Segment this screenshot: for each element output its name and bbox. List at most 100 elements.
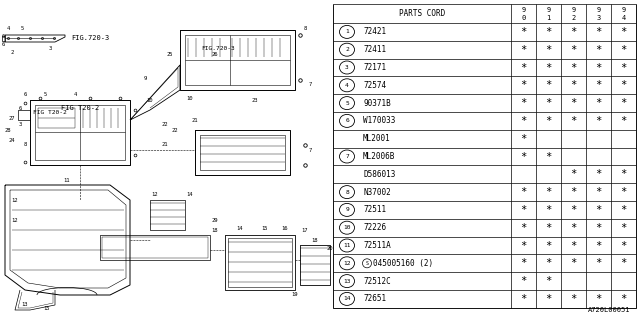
Text: 3: 3 xyxy=(596,15,600,21)
Text: PARTS CORD: PARTS CORD xyxy=(399,9,445,18)
Text: 72411: 72411 xyxy=(363,45,386,54)
Text: 9: 9 xyxy=(621,7,626,13)
Text: 2: 2 xyxy=(572,15,575,21)
Text: *: * xyxy=(545,205,552,215)
Text: *: * xyxy=(520,98,527,108)
Text: 6: 6 xyxy=(1,35,4,39)
Text: *: * xyxy=(595,223,602,233)
Text: *: * xyxy=(595,205,602,215)
Text: *: * xyxy=(545,98,552,108)
Text: *: * xyxy=(520,187,527,197)
Text: *: * xyxy=(570,187,577,197)
Text: *: * xyxy=(520,223,527,233)
Text: *: * xyxy=(620,169,627,179)
Text: *: * xyxy=(520,205,527,215)
Text: *: * xyxy=(570,62,577,73)
Text: 9: 9 xyxy=(596,7,600,13)
Text: 14: 14 xyxy=(187,193,193,197)
Text: 10: 10 xyxy=(187,95,193,100)
Text: 13: 13 xyxy=(343,279,351,284)
Text: 28: 28 xyxy=(4,127,12,132)
Text: 24: 24 xyxy=(9,138,15,142)
Text: 9: 9 xyxy=(522,7,525,13)
Text: *: * xyxy=(570,80,577,90)
Text: 6: 6 xyxy=(1,42,4,46)
Text: 6: 6 xyxy=(345,118,349,124)
Text: *: * xyxy=(570,98,577,108)
Text: ML2006B: ML2006B xyxy=(363,152,396,161)
Text: 12: 12 xyxy=(12,218,19,222)
Text: *: * xyxy=(620,241,627,251)
Text: *: * xyxy=(520,258,527,268)
Text: 1: 1 xyxy=(547,15,550,21)
Text: *: * xyxy=(570,116,577,126)
Text: 90371B: 90371B xyxy=(363,99,391,108)
Text: *: * xyxy=(570,45,577,55)
Text: *: * xyxy=(620,294,627,304)
Text: *: * xyxy=(570,169,577,179)
Text: *: * xyxy=(520,294,527,304)
Text: 11: 11 xyxy=(64,178,70,182)
Text: *: * xyxy=(595,45,602,55)
Text: *: * xyxy=(595,187,602,197)
Text: *: * xyxy=(520,134,527,144)
Text: *: * xyxy=(570,205,577,215)
Text: 7: 7 xyxy=(345,154,349,159)
Text: 25: 25 xyxy=(167,52,173,58)
Text: *: * xyxy=(595,80,602,90)
Text: 5: 5 xyxy=(345,100,349,106)
Text: 5: 5 xyxy=(44,92,47,98)
Text: *: * xyxy=(620,80,627,90)
Text: *: * xyxy=(620,187,627,197)
Text: 21: 21 xyxy=(162,142,168,148)
Text: *: * xyxy=(595,241,602,251)
Text: 15: 15 xyxy=(44,306,51,310)
Text: *: * xyxy=(545,294,552,304)
Text: A720L00051: A720L00051 xyxy=(588,307,630,313)
Text: *: * xyxy=(545,80,552,90)
Text: 72511: 72511 xyxy=(363,205,386,214)
Text: 22: 22 xyxy=(172,127,179,132)
Text: *: * xyxy=(620,98,627,108)
Text: *: * xyxy=(545,276,552,286)
Text: 6: 6 xyxy=(19,106,22,110)
Text: 20: 20 xyxy=(327,245,333,251)
Text: *: * xyxy=(595,294,602,304)
Text: 4: 4 xyxy=(74,92,77,98)
Text: *: * xyxy=(595,98,602,108)
Text: 14: 14 xyxy=(237,226,243,230)
Text: 12: 12 xyxy=(152,193,158,197)
Text: 3: 3 xyxy=(49,46,52,52)
Text: 2: 2 xyxy=(345,47,349,52)
Text: *: * xyxy=(570,258,577,268)
Text: *: * xyxy=(520,276,527,286)
Text: FIG T20-2: FIG T20-2 xyxy=(61,105,99,111)
Text: D586013: D586013 xyxy=(363,170,396,179)
Text: 19: 19 xyxy=(292,292,298,298)
Text: N37002: N37002 xyxy=(363,188,391,196)
Text: 18: 18 xyxy=(312,237,318,243)
Text: 8: 8 xyxy=(303,26,307,30)
Text: *: * xyxy=(620,223,627,233)
Text: *: * xyxy=(620,62,627,73)
Text: FIG.720-3: FIG.720-3 xyxy=(201,45,235,51)
Text: W170033: W170033 xyxy=(363,116,396,125)
Text: *: * xyxy=(545,116,552,126)
Text: *: * xyxy=(545,151,552,162)
Text: *: * xyxy=(620,205,627,215)
Text: 4: 4 xyxy=(6,26,10,30)
Text: *: * xyxy=(545,27,552,37)
Text: 11: 11 xyxy=(343,243,351,248)
Text: 14: 14 xyxy=(343,296,351,301)
Text: *: * xyxy=(595,169,602,179)
Text: *: * xyxy=(545,45,552,55)
Text: 9: 9 xyxy=(345,207,349,212)
Text: *: * xyxy=(620,27,627,37)
Text: 9: 9 xyxy=(572,7,575,13)
Text: 13: 13 xyxy=(22,302,28,308)
Text: *: * xyxy=(545,62,552,73)
Text: 26: 26 xyxy=(212,52,218,58)
Text: 72651: 72651 xyxy=(363,294,386,303)
Text: 21: 21 xyxy=(192,117,198,123)
Text: 72574: 72574 xyxy=(363,81,386,90)
